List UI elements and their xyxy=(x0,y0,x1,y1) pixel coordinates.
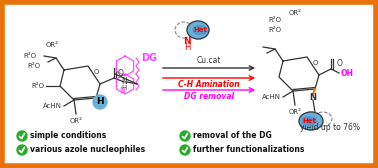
Text: yield up to 76%: yield up to 76% xyxy=(300,123,360,133)
Text: R²O: R²O xyxy=(23,53,36,59)
Circle shape xyxy=(93,95,107,109)
Text: N: N xyxy=(310,93,316,101)
Text: O: O xyxy=(118,69,124,77)
Text: Het: Het xyxy=(302,118,316,124)
Circle shape xyxy=(17,145,27,155)
Circle shape xyxy=(180,131,190,141)
Text: R²O: R²O xyxy=(31,83,44,89)
Text: H: H xyxy=(96,97,104,107)
Text: OR²: OR² xyxy=(70,118,82,124)
Text: OR²: OR² xyxy=(288,10,302,16)
Ellipse shape xyxy=(302,116,316,125)
Text: Cu.cat: Cu.cat xyxy=(197,56,221,65)
Text: OR²: OR² xyxy=(288,109,302,115)
Circle shape xyxy=(17,131,27,141)
Text: N: N xyxy=(183,37,191,47)
Ellipse shape xyxy=(299,112,323,130)
Text: O: O xyxy=(93,69,99,75)
Text: H: H xyxy=(184,44,190,52)
Text: R²O: R²O xyxy=(268,27,281,33)
Ellipse shape xyxy=(193,26,207,34)
Text: H: H xyxy=(121,85,127,91)
Text: N: N xyxy=(119,88,125,96)
Text: further functionalizations: further functionalizations xyxy=(193,145,304,155)
Circle shape xyxy=(180,145,190,155)
Text: O: O xyxy=(337,59,343,69)
Text: AcHN: AcHN xyxy=(262,94,281,100)
Text: OR²: OR² xyxy=(45,42,59,48)
Text: R²O: R²O xyxy=(268,17,281,23)
Text: OH: OH xyxy=(341,69,354,77)
Text: DG removal: DG removal xyxy=(184,92,234,101)
Text: O: O xyxy=(312,60,318,66)
Text: removal of the DG: removal of the DG xyxy=(193,132,272,140)
Text: N: N xyxy=(121,77,127,87)
Text: Het: Het xyxy=(193,27,207,33)
Text: various azole nucleophiles: various azole nucleophiles xyxy=(30,145,145,155)
Text: AcHN: AcHN xyxy=(43,103,62,109)
Text: simple conditions: simple conditions xyxy=(30,132,106,140)
Text: DG: DG xyxy=(141,53,157,63)
Text: R²O: R²O xyxy=(27,63,40,69)
Text: C-H Amination: C-H Amination xyxy=(178,80,240,89)
Ellipse shape xyxy=(187,21,209,39)
